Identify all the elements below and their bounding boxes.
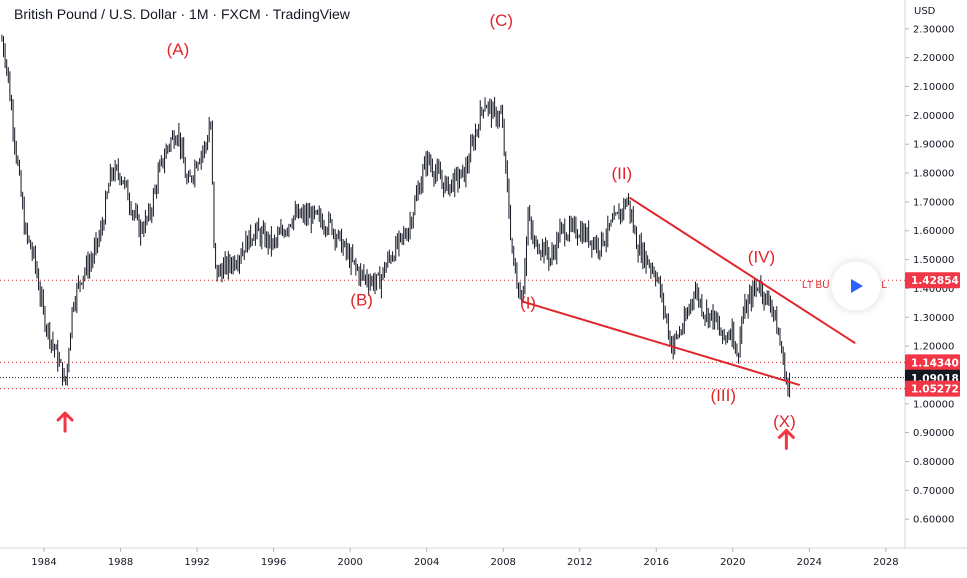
time-tick-label: 1996	[261, 557, 286, 568]
time-tick-label: 2024	[797, 557, 822, 568]
time-tick-label: 2008	[490, 557, 515, 568]
price-tick-label: 1.80000	[913, 169, 954, 180]
price-tick-label: 1.20000	[913, 342, 954, 353]
price-tick-label: 1.30000	[913, 313, 954, 324]
time-tick-label: 1984	[31, 557, 56, 568]
price-tick-label: 1.90000	[913, 140, 954, 151]
price-tick-label: 2.10000	[913, 82, 954, 93]
time-tick-label: 1992	[184, 557, 209, 568]
svg-text:1.42854: 1.42854	[911, 275, 959, 287]
wave-trendline	[522, 300, 801, 386]
time-tick-label: 2004	[414, 557, 439, 568]
price-tick-label: 0.80000	[913, 457, 954, 468]
price-tick-label: 1.60000	[913, 226, 954, 237]
lt-bull-level-label: LT BU	[802, 280, 829, 291]
time-tick-label: 2016	[644, 557, 669, 568]
price-tick-label: 1.70000	[913, 197, 954, 208]
price-tick-label: 0.70000	[913, 486, 954, 497]
trendlines	[522, 196, 856, 386]
price-tag: 1.14340	[905, 354, 960, 371]
wave-label: (II)	[611, 164, 632, 183]
horizontal-levels	[0, 279, 905, 390]
wave-label: (I)	[520, 294, 536, 313]
price-tick-label: 0.90000	[913, 428, 954, 439]
up-arrow-icon	[777, 428, 795, 450]
price-tick-label: 2.20000	[913, 53, 954, 64]
price-tag: 1.42854	[905, 272, 960, 289]
price-tick-label: 1.50000	[913, 255, 954, 266]
price-axis[interactable]: 0.600000.700000.800000.900001.000001.100…	[905, 24, 954, 526]
price-tick-label: 2.00000	[913, 111, 954, 122]
svg-text:1.14340: 1.14340	[911, 357, 959, 369]
svg-text:1.05272: 1.05272	[911, 384, 959, 396]
up-arrow-icon	[56, 411, 74, 433]
price-tick-label: 1.00000	[913, 399, 954, 410]
wave-label: (C)	[489, 11, 513, 30]
wave-trendline	[628, 196, 856, 345]
time-tick-label: 1988	[108, 557, 133, 568]
wave-label: (B)	[350, 291, 373, 310]
time-tick-label: 2000	[337, 557, 362, 568]
wave-label: (A)	[167, 40, 190, 59]
price-tick-label: 0.60000	[913, 515, 954, 526]
arrow-markers	[56, 411, 795, 450]
price-tag: 1.05272	[905, 380, 960, 397]
play-icon	[851, 279, 863, 293]
wave-labels: (A) (B) (C) (I) (II) (III) (IV) (X)	[167, 11, 796, 431]
price-tick-label: 1.40000	[913, 284, 954, 295]
chart-title: British Pound / U.S. Dollar · 1M · FXCM …	[14, 6, 350, 22]
time-tick-label: 2028	[873, 557, 898, 568]
play-button[interactable]	[830, 260, 882, 312]
time-axis[interactable]: 1984 1988 1992 1996 2000 2004 2008 2012 2016 2020…	[31, 548, 899, 568]
wave-label: (X)	[773, 412, 796, 431]
currency-label: USD	[914, 6, 936, 17]
time-tick-label: 2012	[567, 557, 592, 568]
price-tick-label: 2.30000	[913, 24, 954, 35]
wave-label: (IV)	[748, 247, 775, 266]
ohlc-bars	[1, 34, 791, 398]
time-tick-label: 2020	[720, 557, 745, 568]
wave-label: (III)	[710, 386, 736, 405]
